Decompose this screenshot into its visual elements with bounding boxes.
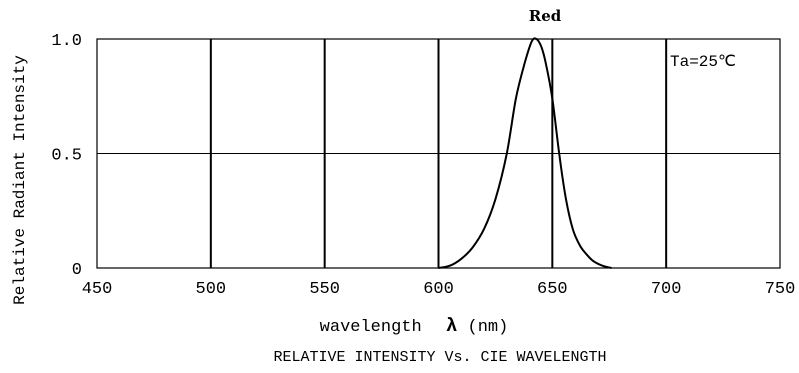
chart-subtitle: RELATIVE INTENSITY Vs. CIE WAVELENGTH — [273, 349, 606, 366]
chart-title: Red — [529, 7, 562, 25]
x-axis-label-text: wavelength — [320, 318, 422, 337]
y-axis-label: Relative Radiant Intensity — [11, 55, 29, 305]
x-tick-label: 750 — [765, 280, 796, 299]
lambda-symbol: λ — [446, 315, 457, 337]
temperature-annotation: Ta=25℃ — [670, 53, 736, 71]
y-tick-label: 1.0 — [51, 32, 82, 51]
y-tick-label: 0 — [72, 261, 82, 280]
x-tick-label: 650 — [537, 280, 568, 299]
x-tick-label: 600 — [423, 280, 454, 299]
x-tick-label: 450 — [82, 280, 113, 299]
x-axis-label: wavelength λ (nm) — [320, 315, 509, 337]
tick-labels: 450 500 550 600 650 700 750 0 0.5 1.0 — [51, 32, 795, 299]
x-tick-label: 700 — [651, 280, 682, 299]
series-line — [438, 37, 612, 269]
x-tick-label: 500 — [196, 280, 227, 299]
grid — [97, 39, 780, 268]
x-axis-unit: (nm) — [468, 318, 509, 337]
y-tick-label: 0.5 — [51, 147, 82, 166]
x-tick-label: 550 — [309, 280, 340, 299]
